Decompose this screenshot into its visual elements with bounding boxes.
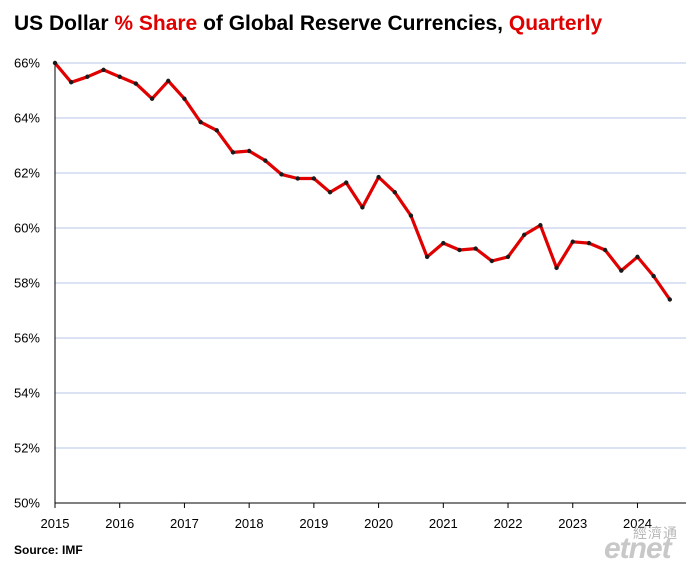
title-part-3: of Global Reserve Currencies, xyxy=(197,12,509,35)
data-point xyxy=(344,180,349,185)
y-tick-label: 66% xyxy=(14,56,40,71)
x-tick-label: 2023 xyxy=(558,516,587,531)
x-tick-label: 2015 xyxy=(41,516,70,531)
data-point xyxy=(522,232,527,238)
grid-lines xyxy=(55,62,686,449)
y-tick-label: 64% xyxy=(14,111,40,126)
data-point xyxy=(408,213,414,218)
x-tick-label: 2022 xyxy=(494,516,523,531)
y-tick-label: 56% xyxy=(14,331,40,346)
series-layer xyxy=(52,60,673,302)
title-part-1: US Dollar xyxy=(14,12,115,35)
data-point xyxy=(619,268,624,273)
data-point xyxy=(263,158,268,163)
data-point xyxy=(392,190,397,195)
data-point xyxy=(246,148,252,154)
data-point xyxy=(279,172,284,177)
x-tick-label: 2024 xyxy=(623,516,652,531)
data-point xyxy=(52,60,58,66)
y-tick-label: 52% xyxy=(14,441,40,456)
y-tick-label: 58% xyxy=(14,276,40,291)
data-point xyxy=(68,80,74,85)
data-point xyxy=(101,67,106,73)
series-line xyxy=(53,61,672,302)
x-tick-label: 2021 xyxy=(429,516,458,531)
y-tick-label: 62% xyxy=(14,166,40,181)
data-point xyxy=(182,96,187,101)
data-point xyxy=(602,247,608,253)
data-point xyxy=(586,240,592,246)
y-tick-label: 54% xyxy=(14,386,40,401)
x-tick-label: 2018 xyxy=(235,516,264,531)
data-point xyxy=(376,174,381,180)
data-point xyxy=(505,254,511,260)
data-point xyxy=(149,96,155,101)
data-point xyxy=(441,240,446,246)
x-tick-label: 2019 xyxy=(299,516,328,531)
data-point xyxy=(133,81,139,86)
chart-title: US Dollar % Share of Global Reserve Curr… xyxy=(14,12,602,36)
data-point xyxy=(667,297,673,302)
data-point xyxy=(635,254,640,260)
title-part-2: % Share xyxy=(114,12,198,35)
x-tick-label: 2020 xyxy=(364,516,393,531)
data-point xyxy=(230,150,236,155)
data-point xyxy=(489,258,495,264)
data-point xyxy=(85,74,90,79)
data-point xyxy=(214,128,219,133)
data-point xyxy=(311,176,317,181)
data-point xyxy=(554,265,559,271)
data-point xyxy=(570,239,575,244)
x-tick-label: 2017 xyxy=(170,516,199,531)
watermark-logo: etnet xyxy=(604,532,672,565)
data-point xyxy=(327,190,333,195)
source-note: Source: IMF xyxy=(14,543,83,557)
data-point xyxy=(473,246,478,251)
data-point xyxy=(457,247,462,253)
data-point xyxy=(295,176,300,181)
tick-labels: 50% 52% 54% 56% 58% 60% 62% 64% 66% 2015 2016 2017 2… xyxy=(14,56,652,532)
watermark-cjk: 經濟通 xyxy=(633,525,678,541)
data-point xyxy=(198,119,203,125)
data-point xyxy=(360,205,365,210)
data-point xyxy=(651,273,656,279)
y-tick-label: 60% xyxy=(14,221,40,236)
data-point xyxy=(538,223,543,228)
y-tick-label: 50% xyxy=(14,496,40,511)
x-tick-label: 2016 xyxy=(105,516,134,531)
data-point xyxy=(166,78,171,84)
data-point xyxy=(424,254,430,260)
data-point xyxy=(117,74,122,79)
title-part-4: Quarterly xyxy=(508,12,603,35)
axes xyxy=(54,63,686,508)
